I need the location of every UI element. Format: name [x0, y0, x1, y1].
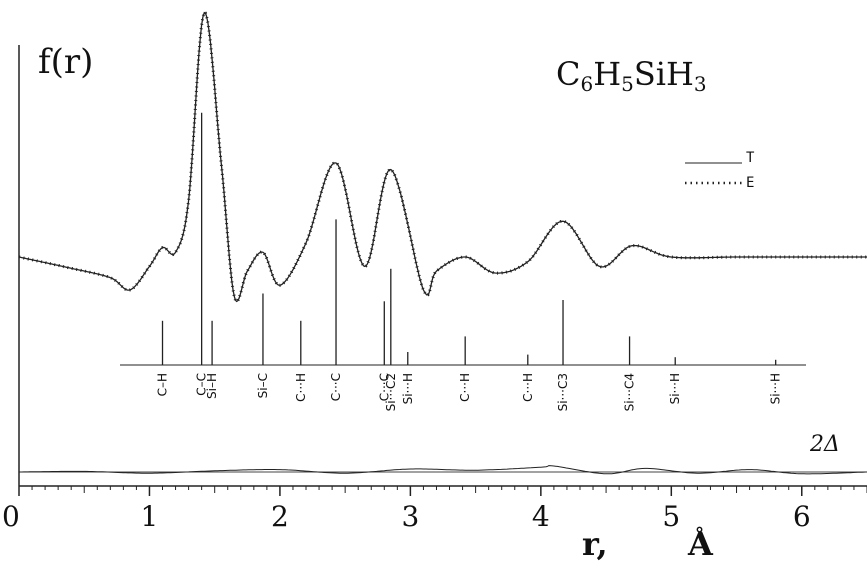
title-text: H — [593, 55, 621, 93]
distance-label: Si···C2 — [384, 373, 398, 411]
distance-label: Si···C3 — [556, 373, 570, 411]
title-subscript: 3 — [694, 72, 707, 96]
distance-label: C···H — [521, 373, 535, 402]
distance-label: Si–C — [256, 373, 270, 398]
legend: T E — [685, 150, 755, 191]
distance-label: Si–H — [205, 373, 219, 399]
x-tick-label: 6 — [793, 500, 811, 533]
difference-label: 2Δ — [809, 432, 840, 457]
distance-label: Si···C4 — [623, 373, 637, 411]
title-text: SiH — [634, 55, 694, 93]
distance-label: Si···H — [401, 373, 415, 404]
distance-label: Si···H — [668, 373, 682, 404]
x-axis-label-unit: A — [687, 525, 714, 563]
x-axis-label-ring: ° — [695, 524, 704, 545]
x-ticks — [18, 486, 867, 496]
title-subscript: 6 — [580, 72, 593, 96]
distance-label: C···C — [329, 373, 343, 401]
legend-label-E: E — [746, 175, 754, 191]
difference-curve — [19, 465, 867, 475]
title-text: C — [556, 55, 580, 93]
distance-label: C···H — [294, 373, 308, 402]
x-tick-label: 2 — [271, 500, 289, 533]
legend-label-T: T — [746, 150, 755, 166]
distance-bars — [161, 112, 777, 365]
distance-label: C···C — [377, 373, 391, 401]
x-tick-label: 1 — [141, 500, 159, 533]
y-axis-label: f(r) — [38, 42, 93, 82]
x-axis-label: r, ° A — [582, 524, 714, 563]
x-tick-label: 3 — [401, 500, 419, 533]
distance-label: C–C — [195, 373, 209, 396]
distance-label: C–H — [156, 373, 170, 396]
x-tick-label: 0 — [2, 500, 20, 533]
x-tick-label: 4 — [532, 500, 550, 533]
distance-label: C···H — [458, 373, 472, 402]
chart-title: C6H5SiH3 — [556, 55, 707, 96]
series-line-E — [18, 10, 867, 304]
distance-label: Si···H — [769, 373, 783, 404]
title-subscript: 5 — [621, 72, 634, 96]
x-axis-label-var: r, — [582, 525, 608, 563]
x-tick-labels: 0 1 2 3 4 5 6 — [2, 500, 811, 533]
x-tick-label: 5 — [662, 500, 680, 533]
distance-labels: C–H C–CSi–H Si–C C···H C···C C···CSi···C2 Si··… — [156, 373, 783, 411]
